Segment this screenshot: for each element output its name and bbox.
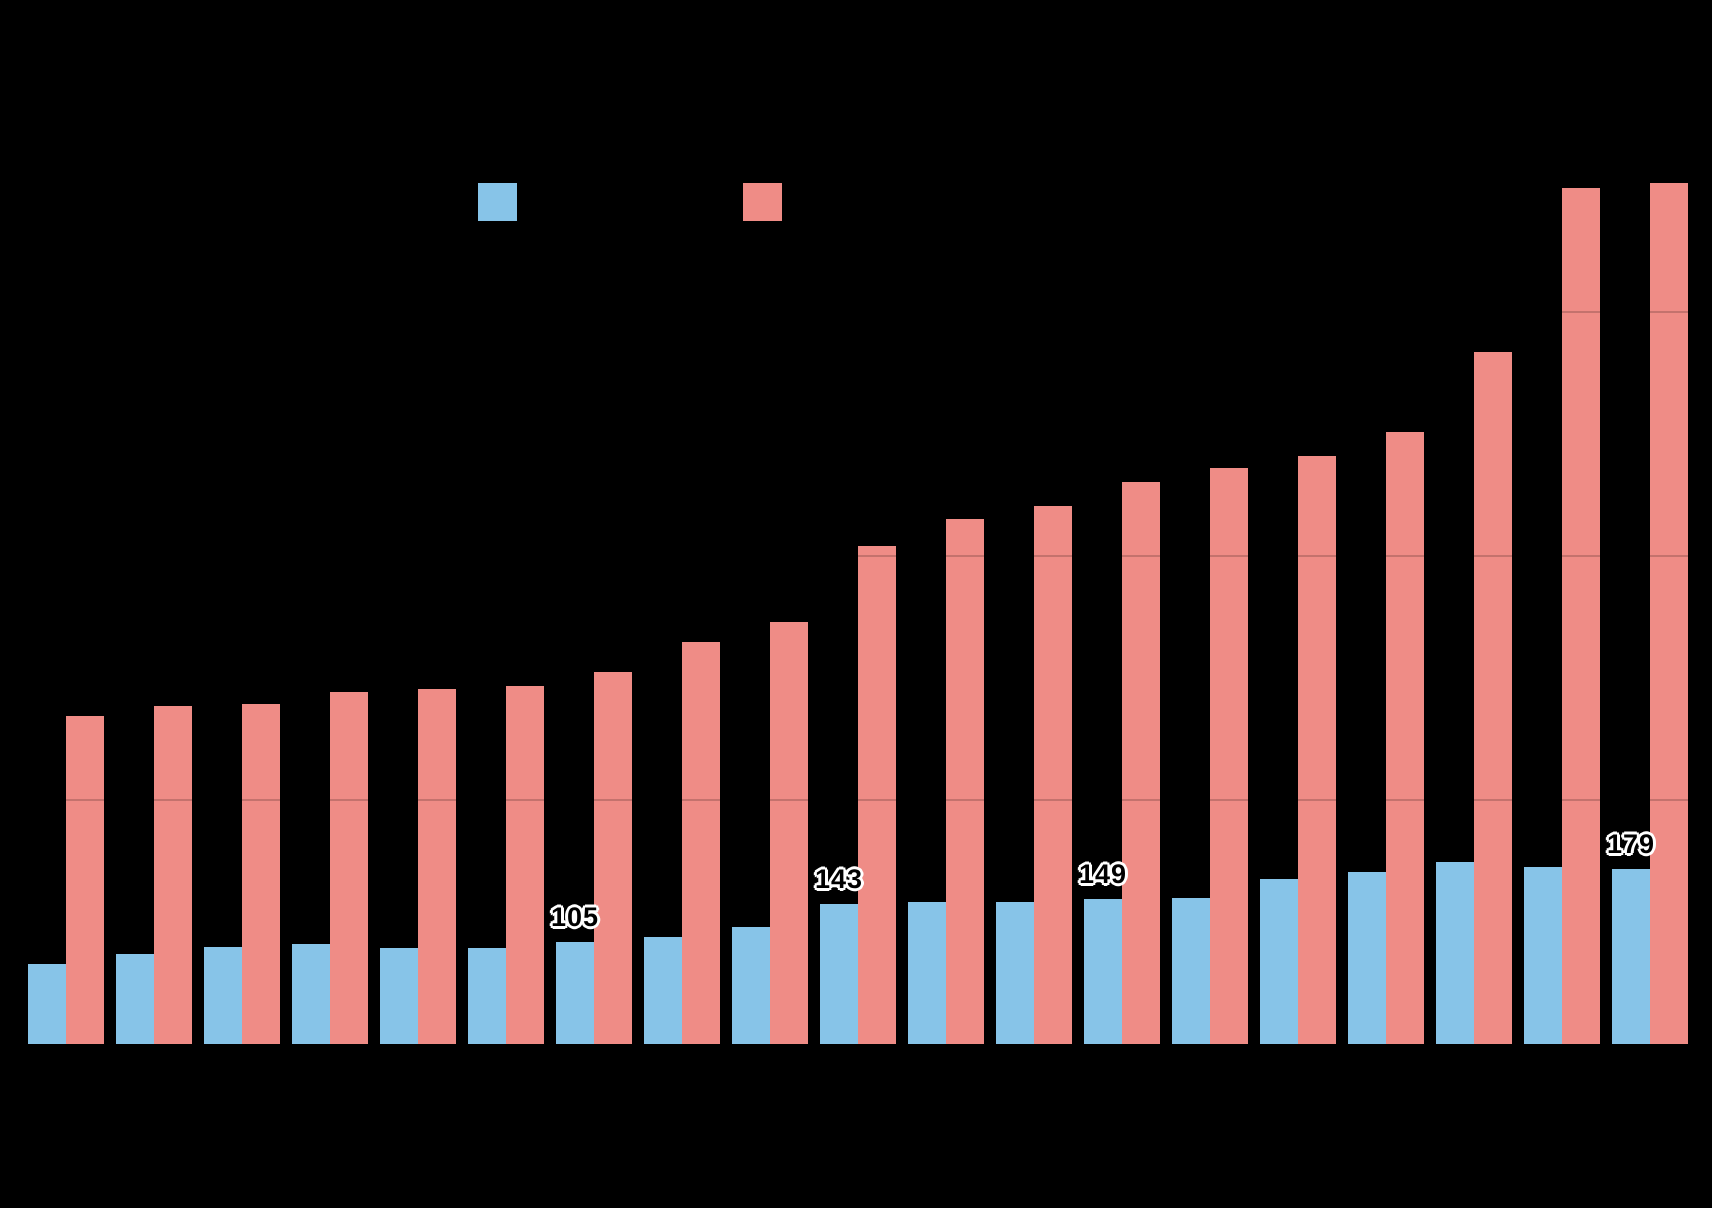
bar-red (330, 691, 368, 1044)
bar-blue (1260, 879, 1298, 1044)
bar-red (1562, 188, 1600, 1044)
bar-red (1122, 481, 1160, 1044)
bar-blue (644, 936, 682, 1044)
bar-blue (556, 941, 594, 1044)
bar-blue (908, 901, 946, 1044)
bar-blue (996, 901, 1034, 1044)
bar-blue (1172, 897, 1210, 1044)
bar-red (66, 716, 104, 1044)
bar-blue (1348, 872, 1386, 1044)
data-label: 149 (1078, 858, 1128, 889)
bar-blue (1436, 862, 1474, 1044)
data-label: 143 (814, 864, 864, 895)
bar-blue (292, 944, 330, 1044)
bar-red (1650, 183, 1688, 1044)
bar-blue (116, 954, 154, 1044)
gridline (16, 555, 1700, 557)
bar-red (154, 706, 192, 1044)
bar-blue (28, 963, 66, 1044)
bar-red (506, 685, 544, 1044)
bar-red (1474, 352, 1512, 1044)
bar-red (858, 546, 896, 1044)
bar-blue (468, 948, 506, 1044)
bar-red (1034, 506, 1072, 1044)
bar-red (770, 622, 808, 1044)
bar-blue (204, 947, 242, 1044)
bar-red (682, 641, 720, 1044)
gridline (16, 67, 1700, 69)
bar-blue (1084, 898, 1122, 1044)
legend-swatch-blue (478, 183, 517, 221)
gridline (16, 311, 1700, 313)
bar-red (418, 688, 456, 1044)
legend-swatch-red (743, 183, 782, 221)
bar-red (946, 518, 984, 1044)
data-label: 179 (1606, 829, 1656, 860)
bar-red (1298, 456, 1336, 1044)
bar-blue (820, 904, 858, 1044)
bar-red (594, 672, 632, 1044)
bar-red (1210, 468, 1248, 1044)
bar-red (242, 704, 280, 1044)
bar-blue (732, 926, 770, 1044)
data-label: 105 (550, 901, 600, 932)
gridline (16, 799, 1700, 801)
bar-blue (380, 948, 418, 1044)
bar-blue (1612, 869, 1650, 1044)
bar-blue (1524, 867, 1562, 1044)
bar-red (1386, 432, 1424, 1044)
